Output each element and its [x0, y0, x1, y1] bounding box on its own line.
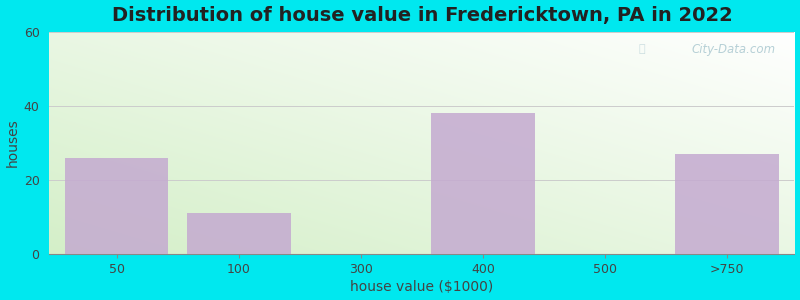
Title: Distribution of house value in Fredericktown, PA in 2022: Distribution of house value in Frederick… [111, 6, 732, 25]
X-axis label: house value ($1000): house value ($1000) [350, 280, 494, 294]
Bar [65, 158, 169, 254]
Bar [675, 154, 779, 254]
Text: City-Data.com: City-Data.com [692, 43, 776, 56]
Bar [431, 113, 535, 254]
Bar [186, 213, 290, 254]
Text: 🌐: 🌐 [638, 44, 646, 54]
Y-axis label: houses: houses [6, 118, 19, 167]
